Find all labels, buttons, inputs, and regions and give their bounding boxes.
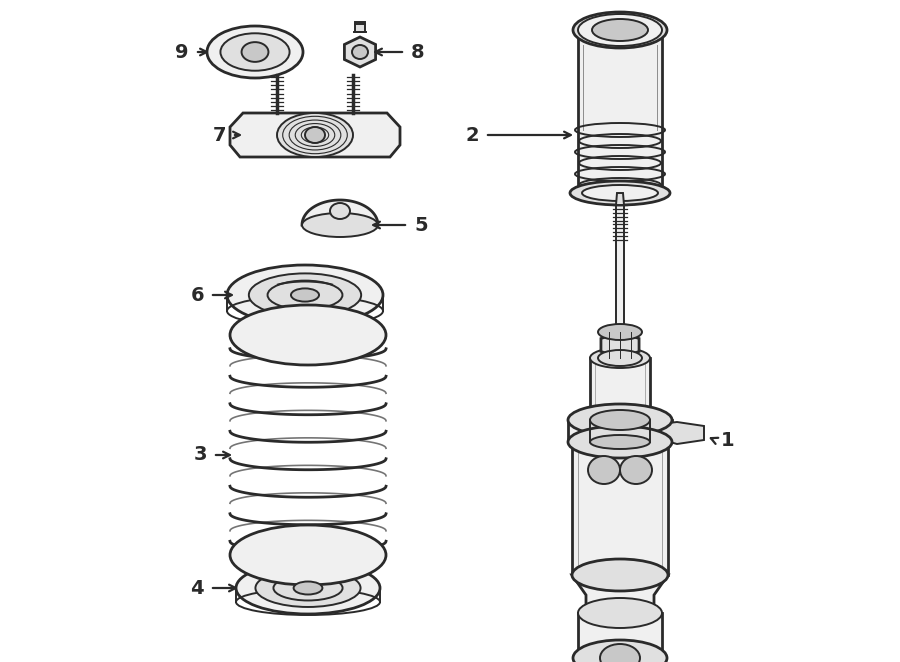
Ellipse shape bbox=[256, 569, 361, 607]
Ellipse shape bbox=[588, 456, 620, 484]
Text: 7: 7 bbox=[212, 126, 226, 144]
Ellipse shape bbox=[330, 203, 350, 219]
Ellipse shape bbox=[590, 435, 650, 449]
Polygon shape bbox=[601, 332, 639, 358]
Ellipse shape bbox=[590, 410, 650, 430]
Ellipse shape bbox=[568, 404, 672, 436]
Ellipse shape bbox=[586, 604, 654, 622]
Ellipse shape bbox=[578, 14, 662, 46]
Ellipse shape bbox=[274, 575, 343, 600]
Bar bbox=[572, 442, 668, 575]
Ellipse shape bbox=[241, 42, 268, 62]
Ellipse shape bbox=[207, 26, 303, 78]
Text: 9: 9 bbox=[176, 42, 189, 62]
Ellipse shape bbox=[568, 426, 672, 458]
Polygon shape bbox=[572, 575, 668, 613]
Bar bbox=[568, 420, 672, 442]
Ellipse shape bbox=[578, 598, 662, 628]
Text: 4: 4 bbox=[191, 579, 204, 598]
Polygon shape bbox=[345, 37, 375, 67]
Ellipse shape bbox=[267, 281, 342, 309]
Bar bbox=[355, 22, 365, 32]
Bar bbox=[590, 358, 650, 420]
Ellipse shape bbox=[305, 127, 325, 143]
Ellipse shape bbox=[236, 562, 380, 614]
Ellipse shape bbox=[302, 213, 378, 237]
Polygon shape bbox=[616, 193, 624, 205]
Ellipse shape bbox=[590, 410, 650, 430]
Bar bbox=[578, 613, 662, 662]
Text: 5: 5 bbox=[414, 216, 427, 234]
Ellipse shape bbox=[230, 525, 386, 585]
Ellipse shape bbox=[227, 265, 383, 325]
Ellipse shape bbox=[600, 644, 640, 662]
Ellipse shape bbox=[598, 350, 642, 366]
Text: 1: 1 bbox=[721, 430, 734, 449]
Ellipse shape bbox=[573, 12, 667, 48]
Bar bbox=[616, 205, 624, 345]
Ellipse shape bbox=[293, 581, 322, 594]
Ellipse shape bbox=[220, 33, 290, 71]
Text: 8: 8 bbox=[411, 42, 425, 62]
Ellipse shape bbox=[570, 181, 670, 205]
Ellipse shape bbox=[352, 45, 368, 59]
Ellipse shape bbox=[291, 289, 319, 302]
Ellipse shape bbox=[582, 185, 658, 201]
Ellipse shape bbox=[573, 640, 667, 662]
Ellipse shape bbox=[277, 113, 353, 157]
Ellipse shape bbox=[592, 19, 648, 41]
Ellipse shape bbox=[572, 426, 668, 458]
Text: 3: 3 bbox=[194, 446, 207, 465]
Ellipse shape bbox=[230, 305, 386, 365]
Text: 6: 6 bbox=[191, 285, 204, 305]
Text: 2: 2 bbox=[465, 126, 479, 144]
Polygon shape bbox=[652, 422, 704, 444]
Ellipse shape bbox=[572, 559, 668, 591]
Ellipse shape bbox=[248, 273, 361, 316]
Ellipse shape bbox=[620, 456, 652, 484]
Polygon shape bbox=[230, 113, 400, 157]
Ellipse shape bbox=[590, 348, 650, 368]
Bar bbox=[578, 30, 662, 185]
Ellipse shape bbox=[598, 324, 642, 340]
Polygon shape bbox=[302, 200, 378, 225]
